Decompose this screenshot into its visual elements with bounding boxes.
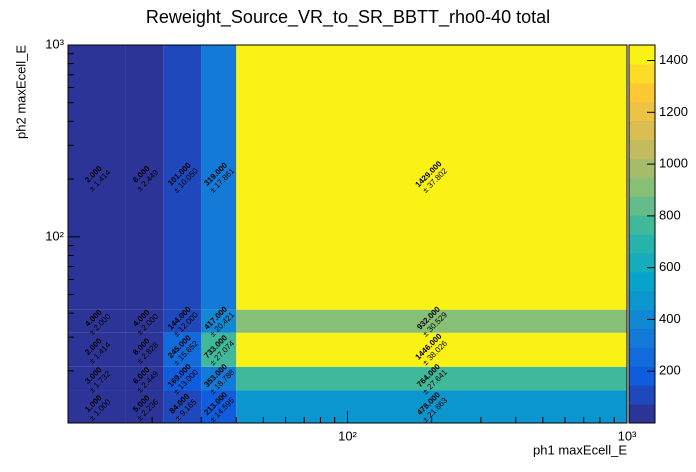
colorbar-step xyxy=(629,215,655,235)
y-axis-label: ph2 maxEcell_E xyxy=(13,45,28,139)
colorbar-step xyxy=(629,271,655,292)
colorbar-tick-label: 800 xyxy=(659,207,681,222)
colorbar-step xyxy=(629,234,655,254)
cell xyxy=(68,390,126,423)
cell xyxy=(125,366,164,391)
cell xyxy=(125,332,164,367)
colorbar-tick-label: 1000 xyxy=(659,156,688,171)
colorbar-step xyxy=(629,347,655,367)
colorbar-tick-label: 200 xyxy=(659,363,681,378)
colorbar-step xyxy=(629,120,655,140)
colorbar-step xyxy=(629,82,655,103)
x-tick-label: 10³ xyxy=(618,428,637,443)
colorbar-step xyxy=(629,139,655,159)
colorbar-step xyxy=(629,309,655,329)
cell xyxy=(125,390,164,423)
colorbar-tick-label: 600 xyxy=(659,259,681,274)
colorbar-tick-label: 1400 xyxy=(659,52,688,67)
cell xyxy=(236,309,628,333)
cell xyxy=(68,309,126,333)
colorbar-step xyxy=(629,366,655,386)
y-tick-label: 10² xyxy=(45,228,64,243)
cell xyxy=(125,309,164,333)
cell xyxy=(201,390,237,423)
cell xyxy=(201,45,237,310)
cell xyxy=(125,45,164,310)
colorbar-step xyxy=(629,177,655,197)
cell xyxy=(236,366,628,391)
x-axis-label: ph1 maxEcell_E xyxy=(533,442,627,457)
cell xyxy=(201,309,237,333)
cell xyxy=(163,390,202,423)
colorbar-step xyxy=(629,45,655,65)
x-tick-label: 10² xyxy=(338,428,357,443)
cell xyxy=(201,332,237,367)
colorbar-step xyxy=(629,290,655,311)
colorbar-step xyxy=(629,196,655,216)
cell xyxy=(201,366,237,391)
colorbar-step xyxy=(629,252,655,273)
cell xyxy=(68,366,126,391)
cell xyxy=(163,309,202,333)
colorbar-tick-label: 400 xyxy=(659,311,681,326)
colorbar-step xyxy=(629,404,655,424)
colorbar-step xyxy=(629,385,655,405)
cell xyxy=(68,332,126,367)
colorbar-step xyxy=(629,328,655,348)
colorbar-step xyxy=(629,101,655,122)
cell xyxy=(236,332,628,367)
cell xyxy=(163,332,202,367)
colorbar-tick-label: 1200 xyxy=(659,104,688,119)
colorbar-frame xyxy=(628,44,656,424)
cell xyxy=(163,45,202,310)
colorbar-step xyxy=(629,63,655,84)
cell xyxy=(163,366,202,391)
y-tick-label: 10³ xyxy=(45,36,64,51)
chart-title: Reweight_Source_VR_to_SR_BBTT_rho0-40 to… xyxy=(146,7,550,28)
cell xyxy=(68,45,126,310)
colorbar-step xyxy=(629,158,655,178)
cell xyxy=(236,45,628,310)
